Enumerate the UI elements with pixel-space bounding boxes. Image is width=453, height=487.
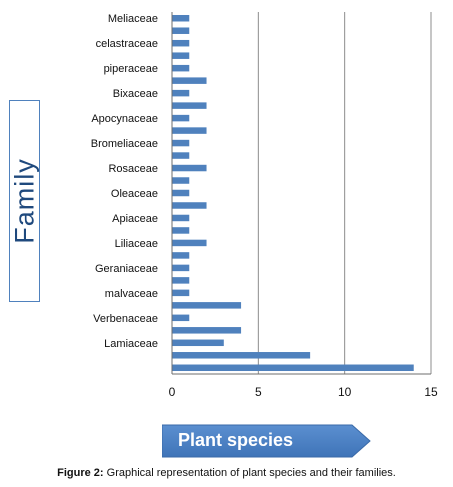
x-tick-label: 0 xyxy=(169,385,176,399)
bar xyxy=(172,189,190,197)
y-axis-title-box: Family xyxy=(9,100,40,302)
category-label: Liliaceae xyxy=(115,238,158,250)
category-label: Meliaceae xyxy=(108,13,158,25)
bar xyxy=(172,152,190,159)
category-label: Oleaceae xyxy=(111,188,158,200)
bar xyxy=(172,339,224,347)
bar xyxy=(172,27,190,34)
bar xyxy=(172,252,190,259)
chart-area: Meliaceae celastraceae piperaceae Bixaceae A… xyxy=(9,12,438,458)
bar xyxy=(172,264,190,272)
category-label: Apiaceae xyxy=(112,213,158,225)
x-axis-title: Plant species xyxy=(178,430,294,450)
x-tick-label: 5 xyxy=(255,385,262,399)
bar xyxy=(172,314,190,322)
caption-text: Graphical representation of plant specie… xyxy=(103,467,396,479)
bar xyxy=(172,102,207,109)
bar xyxy=(172,302,242,309)
bar-chart: Meliaceae celastraceae piperaceae Bixaceae A… xyxy=(91,12,438,399)
bar xyxy=(172,177,190,184)
bar xyxy=(172,64,190,72)
x-tick-label: 15 xyxy=(424,385,438,399)
bar xyxy=(172,77,207,84)
figure-caption: Figure 2: Graphical representation of pl… xyxy=(0,467,453,479)
category-label: Apocynaceae xyxy=(91,113,158,125)
bar xyxy=(172,52,190,59)
category-label: malvaceae xyxy=(105,288,158,300)
category-label: piperaceae xyxy=(104,63,158,75)
bar xyxy=(172,214,190,222)
category-label: Verbenaceae xyxy=(93,313,158,325)
category-label: Lamiaceae xyxy=(104,338,158,350)
bar xyxy=(172,89,190,97)
caption-label: Figure 2: xyxy=(57,467,104,479)
bar xyxy=(172,289,190,297)
bar xyxy=(172,227,190,234)
bar xyxy=(172,277,190,284)
x-axis-title-arrow xyxy=(162,424,371,458)
x-tick-label: 10 xyxy=(338,385,352,399)
bar xyxy=(172,139,190,147)
bar xyxy=(172,327,242,334)
category-label: Bromeliaceae xyxy=(91,138,158,150)
bar xyxy=(172,39,190,47)
bar xyxy=(172,364,414,372)
bar xyxy=(172,202,207,209)
bar xyxy=(172,352,311,359)
bar xyxy=(172,164,207,172)
bar xyxy=(172,14,190,22)
category-label: Geraniaceae xyxy=(95,263,158,275)
bar xyxy=(172,127,207,134)
category-label: celastraceae xyxy=(96,38,158,50)
bar xyxy=(172,114,190,122)
bar xyxy=(172,239,207,247)
category-label: Rosaceae xyxy=(108,163,158,175)
category-label: Bixaceae xyxy=(113,88,158,100)
y-axis-title: Family xyxy=(9,158,39,244)
